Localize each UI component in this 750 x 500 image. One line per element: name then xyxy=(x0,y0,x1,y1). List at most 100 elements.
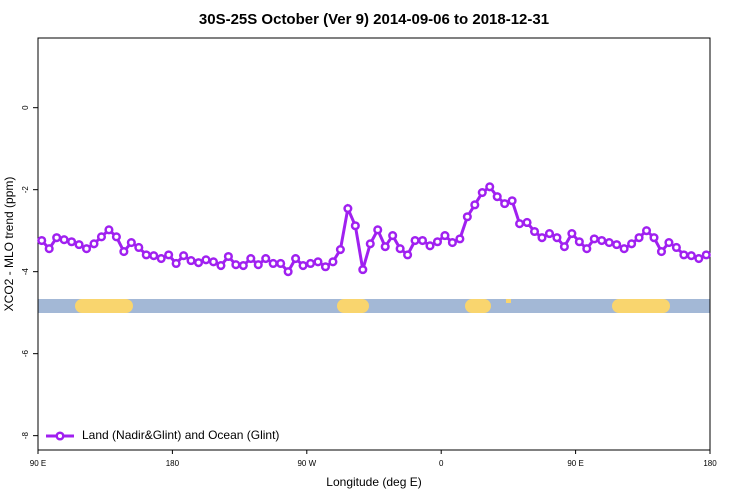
data-point xyxy=(515,219,525,229)
surface-band xyxy=(38,299,710,313)
data-point xyxy=(574,237,584,247)
data-point xyxy=(335,244,345,255)
data-point xyxy=(619,244,629,254)
ocean-band xyxy=(38,299,710,313)
data-point xyxy=(477,188,487,198)
data-point xyxy=(373,225,383,235)
data-point xyxy=(201,255,211,265)
x-tick-label: 180 xyxy=(703,459,717,468)
data-point xyxy=(403,250,413,260)
data-point xyxy=(365,239,375,249)
data-point xyxy=(380,242,390,252)
land-band xyxy=(506,299,511,303)
x-axis-label: Longitude (deg E) xyxy=(326,475,421,489)
data-point xyxy=(141,250,151,260)
data-point xyxy=(462,212,472,222)
data-point xyxy=(694,254,704,264)
data-point xyxy=(268,258,278,269)
data-point xyxy=(119,247,129,257)
data-point xyxy=(529,226,540,237)
data-point xyxy=(664,238,674,248)
data-point xyxy=(417,235,428,246)
data-point xyxy=(193,258,204,268)
data-point xyxy=(552,233,562,243)
data-point xyxy=(544,228,555,239)
data-point xyxy=(231,260,241,270)
data-point xyxy=(395,244,405,254)
data-point xyxy=(74,240,84,250)
data-point xyxy=(350,221,360,231)
data-point xyxy=(604,238,614,248)
data-point xyxy=(171,258,181,269)
x-tick-label: 90 E xyxy=(567,459,583,468)
data-point xyxy=(649,233,659,243)
data-point xyxy=(313,257,323,267)
plot-frame xyxy=(37,37,711,451)
data-point xyxy=(126,238,136,248)
data-point xyxy=(44,244,54,254)
data-point xyxy=(89,239,99,249)
data-point xyxy=(455,234,465,244)
data-point xyxy=(358,265,368,275)
legend-label: Land (Nadir&Glint) and Ocean (Glint) xyxy=(82,428,279,442)
chart-title: 30S-25S October (Ver 9) 2014-09-06 to 20… xyxy=(199,11,549,28)
data-point xyxy=(589,234,599,244)
data-point xyxy=(470,200,480,210)
data-point xyxy=(492,192,502,202)
data-point xyxy=(447,238,457,248)
data-point xyxy=(522,217,532,228)
data-point xyxy=(671,242,681,253)
data-point xyxy=(111,232,121,242)
data-point xyxy=(641,226,652,236)
y-tick-label: -2 xyxy=(21,186,30,194)
data-point xyxy=(440,231,450,241)
data-point xyxy=(597,235,607,246)
data-point xyxy=(164,250,174,260)
data-point xyxy=(238,260,248,271)
data-point xyxy=(425,241,435,251)
data-point xyxy=(298,260,308,271)
data-point xyxy=(679,250,689,260)
land-band xyxy=(612,299,670,313)
data-point xyxy=(410,235,420,246)
data-point xyxy=(186,256,196,266)
data-point xyxy=(96,232,107,242)
land-band xyxy=(465,299,491,313)
legend-marker xyxy=(55,431,65,441)
data-point xyxy=(612,240,622,250)
data-point xyxy=(134,242,144,253)
data-point xyxy=(537,233,547,243)
y-tick-label: -8 xyxy=(21,432,30,440)
data-point xyxy=(507,196,517,206)
data-point xyxy=(701,250,711,260)
data-point xyxy=(500,199,510,209)
x-tick-label: 180 xyxy=(166,459,180,468)
data-point xyxy=(485,182,495,192)
data-point xyxy=(223,251,233,262)
data-point xyxy=(283,267,293,277)
land-band xyxy=(337,299,369,313)
data-point xyxy=(156,254,166,264)
x-tick-label: 90 W xyxy=(297,459,316,468)
data-point xyxy=(388,231,398,241)
data-point xyxy=(52,233,62,243)
data-point xyxy=(216,260,226,271)
data-point xyxy=(320,262,331,272)
y-tick-label: 0 xyxy=(21,105,30,110)
data-point xyxy=(246,254,256,264)
data-point xyxy=(208,257,219,267)
x-tick-label: 90 E xyxy=(30,459,46,468)
data-point xyxy=(582,244,592,254)
y-tick-label: -4 xyxy=(21,268,30,276)
land-band xyxy=(75,299,133,313)
data-point xyxy=(253,260,263,270)
data-point xyxy=(104,225,114,235)
data-point xyxy=(261,254,271,264)
y-axis-label: XCO2 - MLO trend (ppm) xyxy=(2,177,16,312)
y-tick-label: -6 xyxy=(21,350,30,358)
data-point xyxy=(343,203,353,214)
data-point xyxy=(567,228,577,239)
x-tick-label: 0 xyxy=(439,459,444,468)
data-point xyxy=(149,251,159,261)
data-point xyxy=(37,235,47,246)
